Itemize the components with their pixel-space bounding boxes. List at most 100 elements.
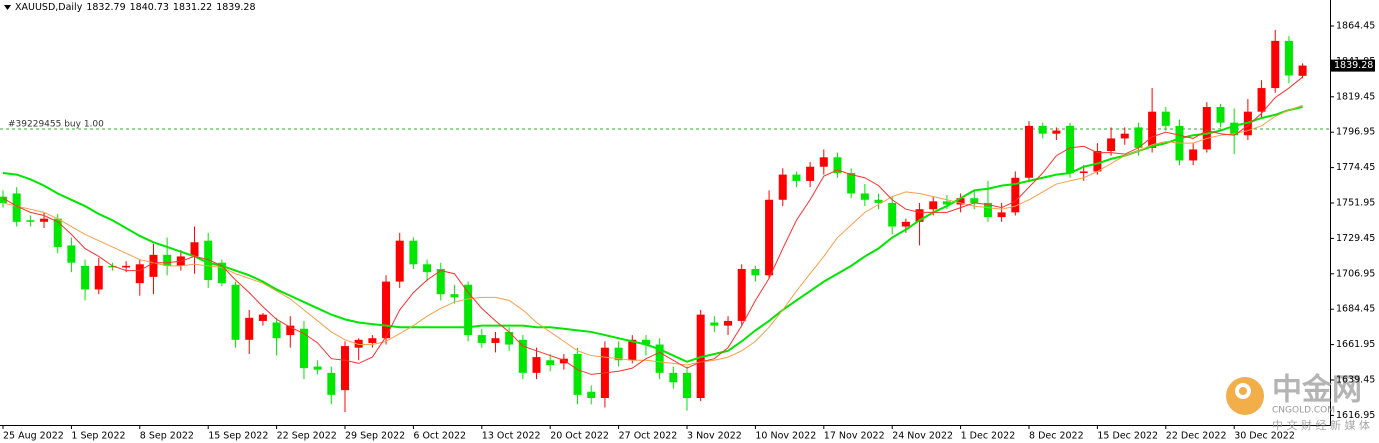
order-label: #39229455 buy 1.00 bbox=[8, 119, 104, 129]
x-tick-label: 8 Sep 2022 bbox=[140, 431, 194, 442]
candle-body bbox=[1161, 111, 1170, 126]
candle-body bbox=[1271, 40, 1280, 89]
candle-body bbox=[26, 220, 35, 222]
menu-arrow bbox=[4, 4, 11, 10]
x-tick-label: 8 Dec 2022 bbox=[1029, 431, 1084, 442]
candle-body bbox=[860, 193, 869, 200]
candle-body bbox=[313, 366, 322, 370]
candle-body bbox=[94, 265, 103, 290]
candle-body bbox=[272, 322, 281, 339]
y-tick-label: 1774.45 bbox=[1336, 162, 1375, 173]
x-tick-label: 29 Sep 2022 bbox=[345, 431, 405, 442]
candle-body bbox=[573, 353, 582, 395]
candle-body bbox=[1202, 106, 1211, 150]
candle-body bbox=[1066, 125, 1075, 174]
x-tick-label: 25 Aug 2022 bbox=[3, 431, 64, 442]
candle-body bbox=[929, 201, 938, 210]
last-close: 1839.28 bbox=[216, 2, 256, 13]
watermark: 中金网 CNGOLD.COM 中 文 财 经 新 媒 体 bbox=[1226, 373, 1370, 432]
candle-body bbox=[450, 294, 459, 298]
x-tick-label: 10 Nov 2022 bbox=[755, 431, 816, 442]
candle-body bbox=[382, 281, 391, 339]
y-tick-label: 1639.45 bbox=[1336, 375, 1375, 386]
x-tick-label: 20 Oct 2022 bbox=[550, 431, 609, 442]
candle-body bbox=[724, 320, 733, 326]
candle-body bbox=[67, 245, 76, 263]
candle-body bbox=[491, 338, 500, 343]
watermark-slogan: 中 文 财 经 新 媒 体 bbox=[1272, 418, 1370, 432]
candle-body bbox=[710, 322, 719, 326]
x-tick-label: 17 Nov 2022 bbox=[824, 431, 885, 442]
candle-body bbox=[1257, 88, 1266, 112]
candle-body bbox=[792, 174, 801, 181]
candle-body bbox=[1025, 125, 1033, 178]
y-tick-label: 1796.95 bbox=[1336, 127, 1375, 138]
candle-body bbox=[1284, 40, 1293, 76]
x-tick-label: 6 Oct 2022 bbox=[413, 431, 466, 442]
candle-body bbox=[135, 264, 144, 284]
candle-body bbox=[559, 358, 568, 364]
chart-header: XAUUSD,Daily 1832.79 1840.73 1831.22 183… bbox=[4, 2, 256, 13]
candle-body bbox=[81, 265, 90, 290]
candle-body bbox=[874, 199, 883, 203]
candle-body bbox=[354, 339, 363, 348]
candle-body bbox=[1298, 65, 1307, 76]
candle-body bbox=[997, 212, 1006, 218]
candle-body bbox=[477, 335, 486, 343]
y-tick-label: 1751.95 bbox=[1336, 198, 1375, 209]
candle-body bbox=[217, 262, 226, 284]
candle-body bbox=[942, 201, 951, 205]
candle-body bbox=[0, 196, 7, 203]
candle-body bbox=[299, 328, 308, 369]
last-price-label: 1839.28 bbox=[1334, 60, 1373, 71]
candle-body bbox=[819, 157, 828, 167]
candle-body bbox=[737, 269, 746, 321]
x-tick-label: 22 Sep 2022 bbox=[277, 431, 337, 442]
candle-body bbox=[163, 254, 172, 266]
candle-body bbox=[40, 218, 49, 222]
candle-body bbox=[655, 344, 664, 373]
candle-body bbox=[778, 174, 787, 200]
candle-body bbox=[901, 221, 910, 227]
candle-body bbox=[751, 269, 760, 276]
candle-body bbox=[915, 209, 924, 222]
candle-body bbox=[587, 391, 596, 399]
candle-body bbox=[190, 242, 199, 257]
candle-body bbox=[368, 338, 377, 343]
candle-body bbox=[628, 339, 637, 361]
candle-body bbox=[1052, 130, 1061, 134]
candle-body bbox=[806, 166, 815, 181]
candle-body bbox=[341, 346, 349, 391]
candle-body bbox=[614, 347, 623, 361]
watermark-logo bbox=[1239, 387, 1247, 395]
candle-body bbox=[641, 339, 650, 345]
candle-body bbox=[1107, 138, 1116, 152]
candle-body bbox=[1120, 133, 1129, 139]
candle-body bbox=[1216, 106, 1225, 123]
plot-area: #39229455 buy 1.00 bbox=[0, 29, 1330, 413]
candle-body bbox=[765, 199, 774, 276]
candle-body bbox=[970, 198, 979, 203]
x-tick-label: 27 Oct 2022 bbox=[619, 431, 678, 442]
x-tick-label: 15 Sep 2022 bbox=[208, 431, 268, 442]
candle-body bbox=[1093, 151, 1102, 172]
candle-body bbox=[286, 325, 295, 336]
candle-body bbox=[956, 198, 965, 205]
y-tick-label: 1864.45 bbox=[1336, 21, 1375, 32]
candle-body bbox=[327, 372, 336, 395]
candle-body bbox=[258, 314, 267, 321]
last-price-box bbox=[1331, 59, 1375, 72]
x-tick-label: 13 Oct 2022 bbox=[482, 431, 541, 442]
x-tick-label: 3 Nov 2022 bbox=[687, 431, 742, 442]
candle-body bbox=[231, 284, 240, 340]
candle-body bbox=[436, 269, 445, 295]
candle-body bbox=[1038, 125, 1047, 134]
candle-body bbox=[122, 265, 131, 268]
candle-body bbox=[1134, 127, 1143, 148]
x-tick-label: 24 Nov 2022 bbox=[892, 431, 953, 442]
x-tick-label: 15 Dec 2022 bbox=[1097, 431, 1158, 442]
y-tick-label: 1706.95 bbox=[1336, 268, 1375, 279]
last-low: 1831.22 bbox=[172, 2, 213, 13]
